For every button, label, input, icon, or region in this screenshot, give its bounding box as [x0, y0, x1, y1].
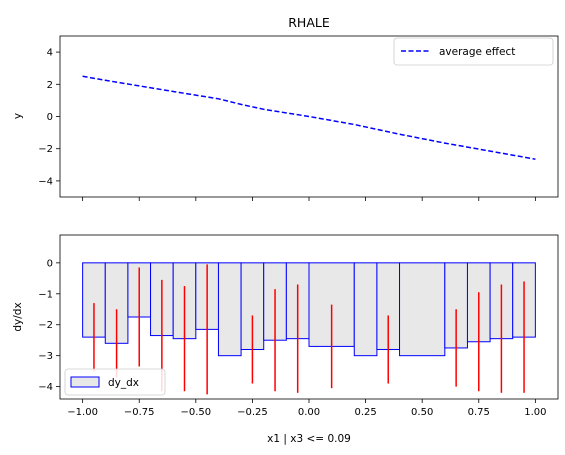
bottom-x-tick-label: 0.75 — [468, 407, 490, 418]
top-series-layer — [82, 75, 536, 160]
top-legend-box — [393, 37, 554, 66]
legend-label-dy-dx: dy_dx — [108, 377, 139, 389]
bar — [353, 262, 378, 357]
bottom-x-ticks: −1.00 −0.75 −0.50 −0.25 0.00 0.25 0.50 0.75 1.00 — [67, 399, 546, 418]
bottom-y-tick-label: −4 — [38, 382, 53, 393]
bottom-y-tick-label: 0 — [47, 258, 53, 269]
bottom-x-tick-label: 0.50 — [411, 407, 433, 418]
bottom-y-ticks: 0 −1 −2 −3 −4 — [38, 258, 60, 393]
top-y-tick-label: −4 — [38, 176, 53, 187]
bottom-x-tick-label: 1.00 — [524, 407, 546, 418]
bottom-x-tick-label: −0.50 — [180, 407, 211, 418]
top-y-tick-label: −2 — [38, 144, 53, 155]
bottom-chart-frame — [59, 234, 559, 400]
series-line-average-effect — [82, 75, 536, 160]
top-y-tick-label: 0 — [47, 112, 53, 123]
legend-swatch-dy-dx — [70, 376, 100, 388]
bottom-x-tick-label: −0.75 — [124, 407, 155, 418]
bottom-legend-box — [64, 368, 166, 396]
top-y-tick-label: 2 — [47, 80, 53, 91]
bar — [217, 262, 242, 357]
bottom-x-tick-label: 0.00 — [298, 407, 320, 418]
bar — [399, 262, 446, 357]
bottom-chart-ylabel: dy/dx — [12, 302, 24, 331]
bottom-chart-xlabel: x1 | x3 <= 0.09 — [267, 433, 351, 445]
top-x-ticks — [82, 197, 536, 201]
bottom-y-tick-label: −3 — [38, 351, 53, 362]
bottom-legend: dy_dx — [64, 368, 166, 396]
bottom-x-tick-label: −0.25 — [237, 407, 268, 418]
bottom-x-tick-label: 0.25 — [354, 407, 376, 418]
top-chart-frame — [59, 35, 559, 198]
top-y-ticks: −4 −2 0 2 4 — [38, 48, 60, 187]
legend-label-average-effect: average effect — [439, 46, 515, 58]
top-y-tick-label: 4 — [47, 48, 53, 59]
bottom-x-tick-label: −1.00 — [67, 407, 98, 418]
bottom-chart: dy/dx x1 | x3 <= 0.09 0 −1 −2 −3 −4 −1.00 −0.… — [12, 234, 559, 445]
top-legend: average effect — [393, 37, 554, 66]
bottom-error-bars-layer — [93, 264, 525, 395]
bottom-y-tick-label: −1 — [38, 289, 53, 300]
top-chart-ylabel: y — [12, 113, 24, 119]
top-chart-title: RHALE — [288, 15, 330, 30]
bottom-y-tick-label: −2 — [38, 320, 53, 331]
top-chart: RHALE y −4 −2 0 2 4 average effect — [12, 15, 559, 201]
